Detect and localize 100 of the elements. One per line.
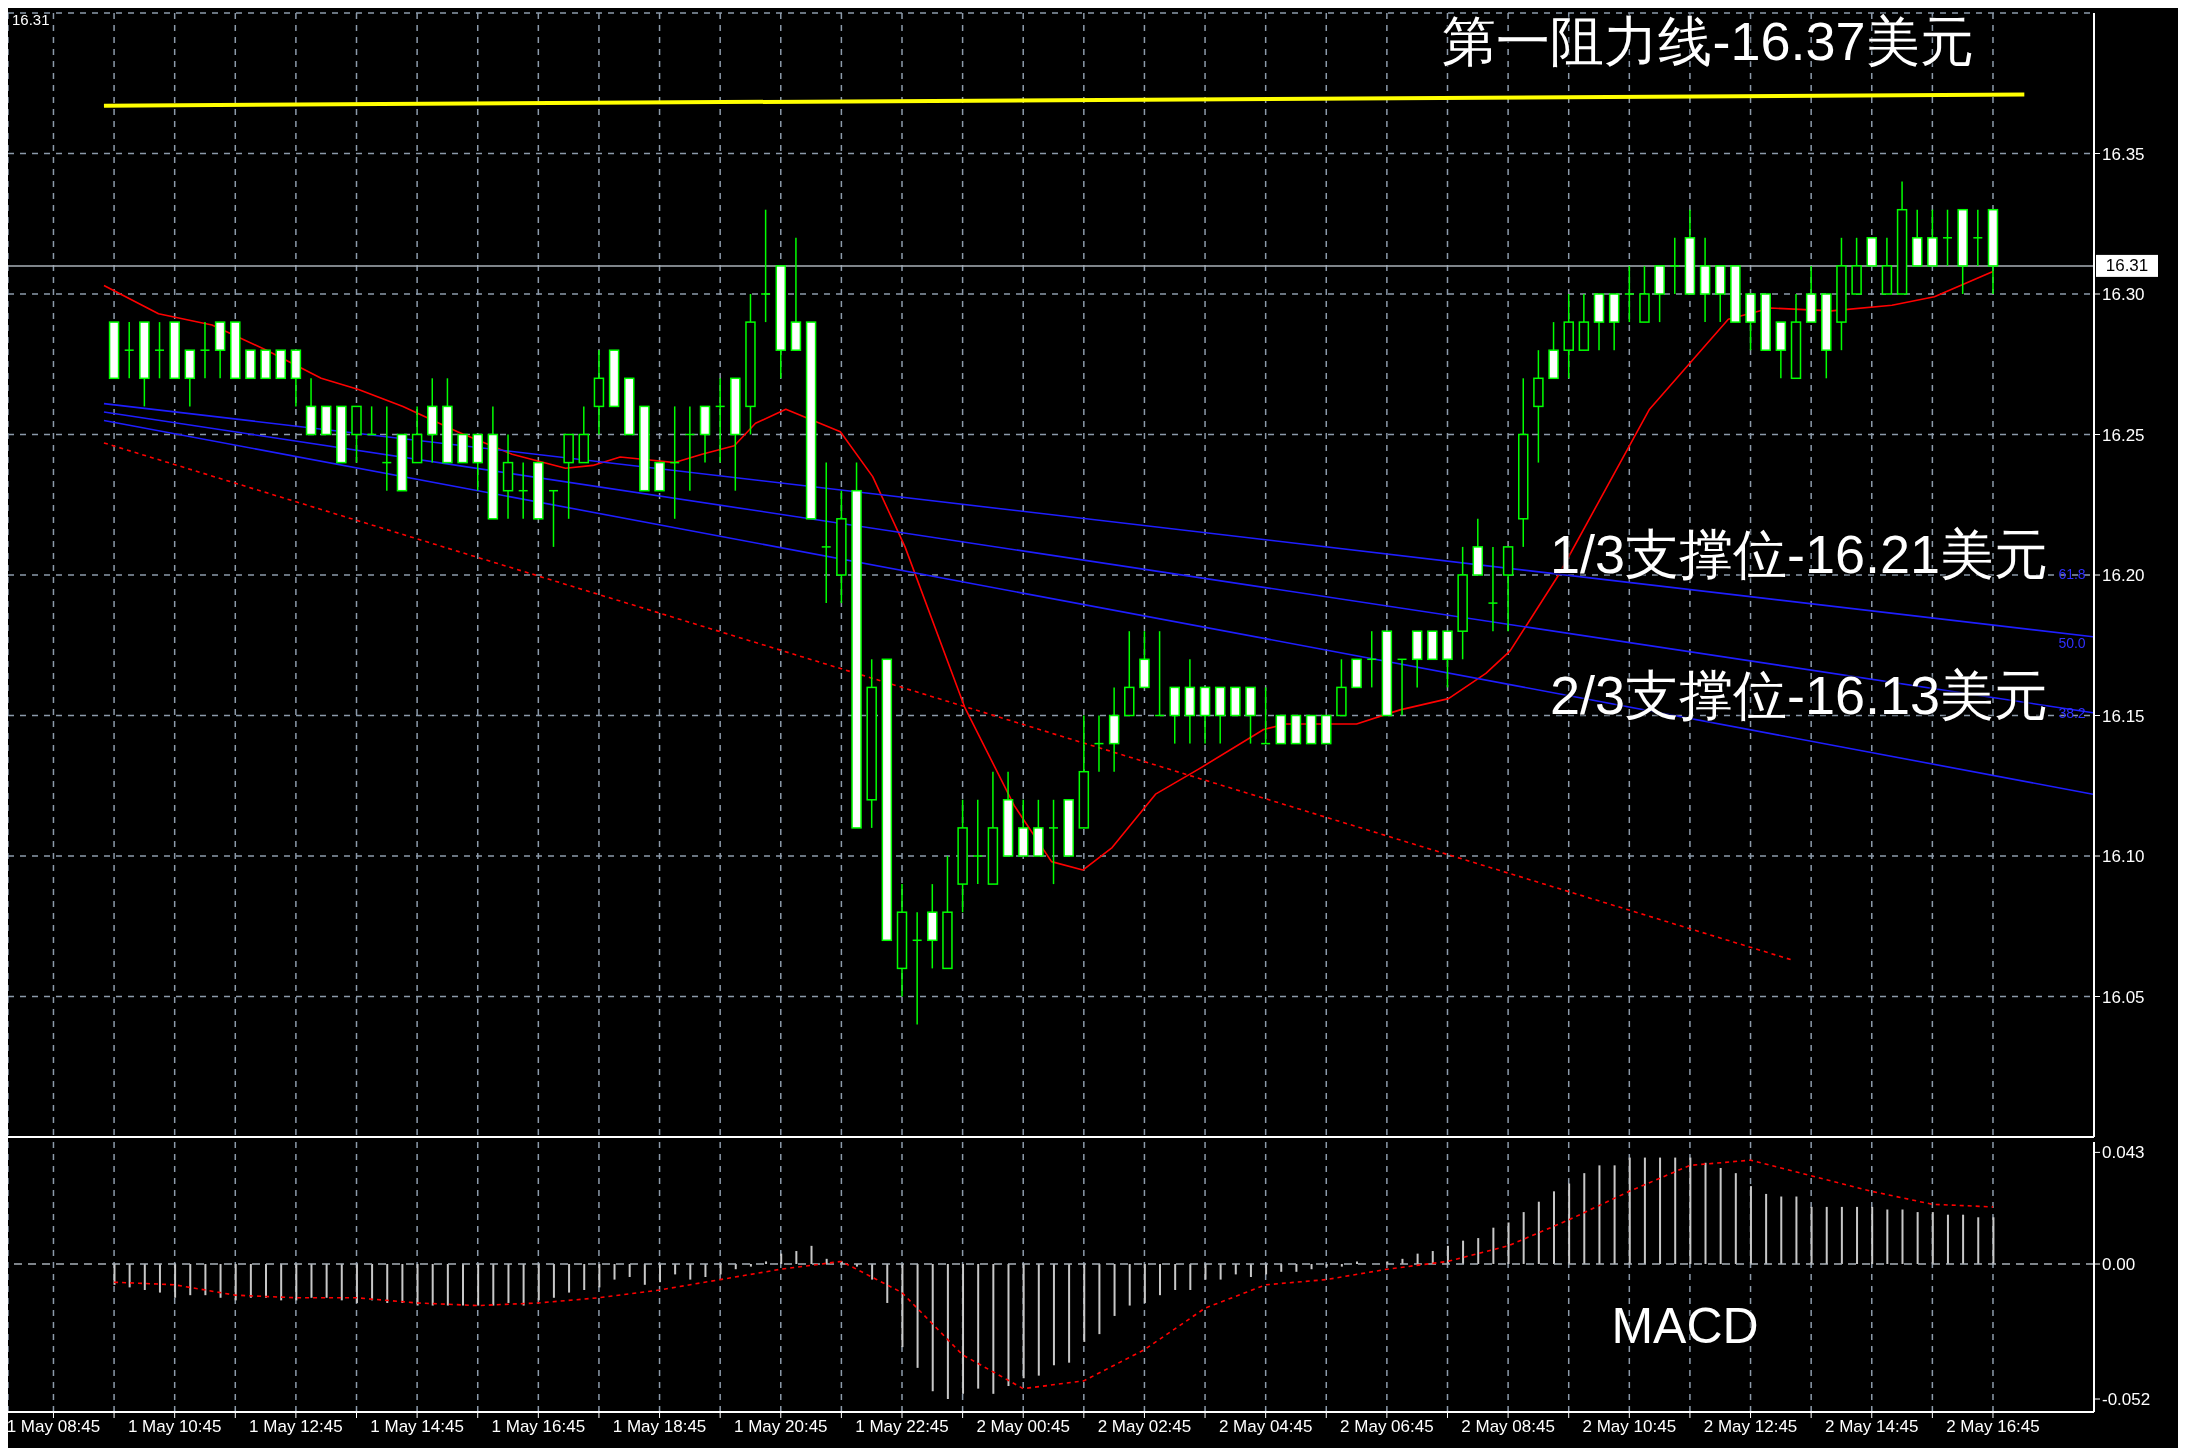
bar <box>1492 1227 1495 1265</box>
bar <box>583 1264 586 1290</box>
candlestick <box>199 321 211 380</box>
bar <box>113 1264 116 1285</box>
bar <box>189 1264 192 1296</box>
x-tick-label: 1 May 16:45 <box>491 1417 586 1437</box>
bar <box>568 1264 571 1293</box>
candlestick <box>1942 208 1953 267</box>
annotation: 16.31 <box>12 10 50 29</box>
bar <box>1916 1212 1919 1265</box>
bar <box>446 1264 449 1306</box>
bar <box>1083 1264 1086 1342</box>
bar <box>416 1264 419 1306</box>
bar <box>1128 1264 1131 1306</box>
bar <box>1113 1264 1116 1316</box>
bar <box>1159 1264 1162 1296</box>
bar <box>158 1264 161 1293</box>
bar <box>310 1264 313 1298</box>
bar <box>1022 1264 1025 1379</box>
candlestick <box>1669 237 1681 295</box>
bar <box>1962 1214 1965 1265</box>
y-tick-label: 16.25 <box>2102 425 2145 445</box>
bar <box>1356 1261 1358 1265</box>
x-tick-label: 2 May 16:45 <box>1946 1417 2040 1437</box>
bar <box>1825 1206 1828 1265</box>
candlestick <box>760 208 771 323</box>
y-tick-label: 16.20 <box>2102 566 2145 586</box>
x-tick-label: 1 May 10:45 <box>127 1417 222 1437</box>
y-tick-label: 0.00 <box>2102 1255 2136 1275</box>
bar <box>1477 1238 1480 1265</box>
bar <box>522 1264 525 1306</box>
bar <box>1325 1264 1328 1267</box>
candlestick <box>1487 546 1499 632</box>
bar <box>1537 1201 1540 1265</box>
bar <box>1219 1264 1222 1280</box>
bar <box>810 1245 813 1265</box>
annotation: 50.0 <box>2058 635 2086 652</box>
bar <box>643 1264 646 1285</box>
bar <box>1931 1212 1934 1265</box>
candlestick <box>1972 208 1984 267</box>
bar <box>1719 1167 1722 1265</box>
bar <box>1871 1206 1874 1265</box>
bar <box>1068 1264 1071 1363</box>
y-tick-label: -0.052 <box>2102 1390 2151 1410</box>
candlestick <box>1624 265 1635 323</box>
bar <box>886 1264 889 1303</box>
bar <box>204 1264 207 1296</box>
annotation: 61.8 <box>2058 566 2086 583</box>
bar <box>628 1264 631 1277</box>
bar <box>143 1264 146 1290</box>
bar <box>1568 1183 1571 1265</box>
bar <box>265 1264 268 1298</box>
bar <box>1249 1264 1252 1277</box>
bar <box>1174 1264 1177 1290</box>
bar <box>401 1264 404 1303</box>
x-tick-label: 2 May 08:45 <box>1461 1417 1555 1437</box>
bar <box>916 1264 919 1368</box>
x-tick-label: 1 May 12:45 <box>249 1417 343 1437</box>
bar <box>1780 1196 1783 1265</box>
x-tick-label: 2 May 02:45 <box>1097 1417 1192 1437</box>
bar <box>734 1264 737 1270</box>
bar <box>977 1264 980 1389</box>
bar <box>234 1264 237 1301</box>
bar <box>749 1264 752 1267</box>
x-tick-label: 2 May 12:45 <box>1703 1417 1798 1437</box>
bar <box>280 1264 283 1301</box>
bar <box>1689 1157 1692 1265</box>
bar <box>1310 1264 1313 1270</box>
bar <box>1643 1157 1646 1265</box>
bar <box>174 1264 177 1298</box>
bar <box>795 1251 798 1265</box>
ref-line-label: 16.31 <box>2105 256 2149 276</box>
y-tick-label: 0.043 <box>2102 1143 2145 1163</box>
bar <box>1522 1212 1525 1265</box>
bar <box>1295 1264 1298 1272</box>
bar <box>1886 1209 1889 1265</box>
bar <box>1552 1191 1555 1265</box>
bar <box>477 1264 480 1306</box>
bar <box>1795 1196 1798 1265</box>
bar <box>507 1264 510 1303</box>
x-tick-label: 2 May 14:45 <box>1824 1417 1919 1437</box>
bar <box>1613 1165 1616 1265</box>
bar <box>1749 1186 1752 1265</box>
bar <box>962 1264 965 1394</box>
bar <box>1143 1264 1146 1303</box>
bar <box>325 1264 328 1298</box>
x-tick-label: 1 May 18:45 <box>612 1417 707 1437</box>
bar <box>992 1264 995 1394</box>
x-tick-label: 2 May 06:45 <box>1340 1417 1434 1437</box>
bar <box>658 1264 661 1283</box>
x-tick-label: 2 May 04:45 <box>1218 1417 1313 1437</box>
bar <box>1007 1264 1010 1387</box>
bar <box>537 1264 540 1301</box>
bar <box>1810 1206 1813 1265</box>
candlestick <box>154 321 165 380</box>
bar <box>780 1253 783 1265</box>
candlestick <box>972 799 984 885</box>
bar <box>765 1261 768 1265</box>
bar <box>1946 1214 1949 1265</box>
y-tick-label: 16.15 <box>2102 706 2145 726</box>
